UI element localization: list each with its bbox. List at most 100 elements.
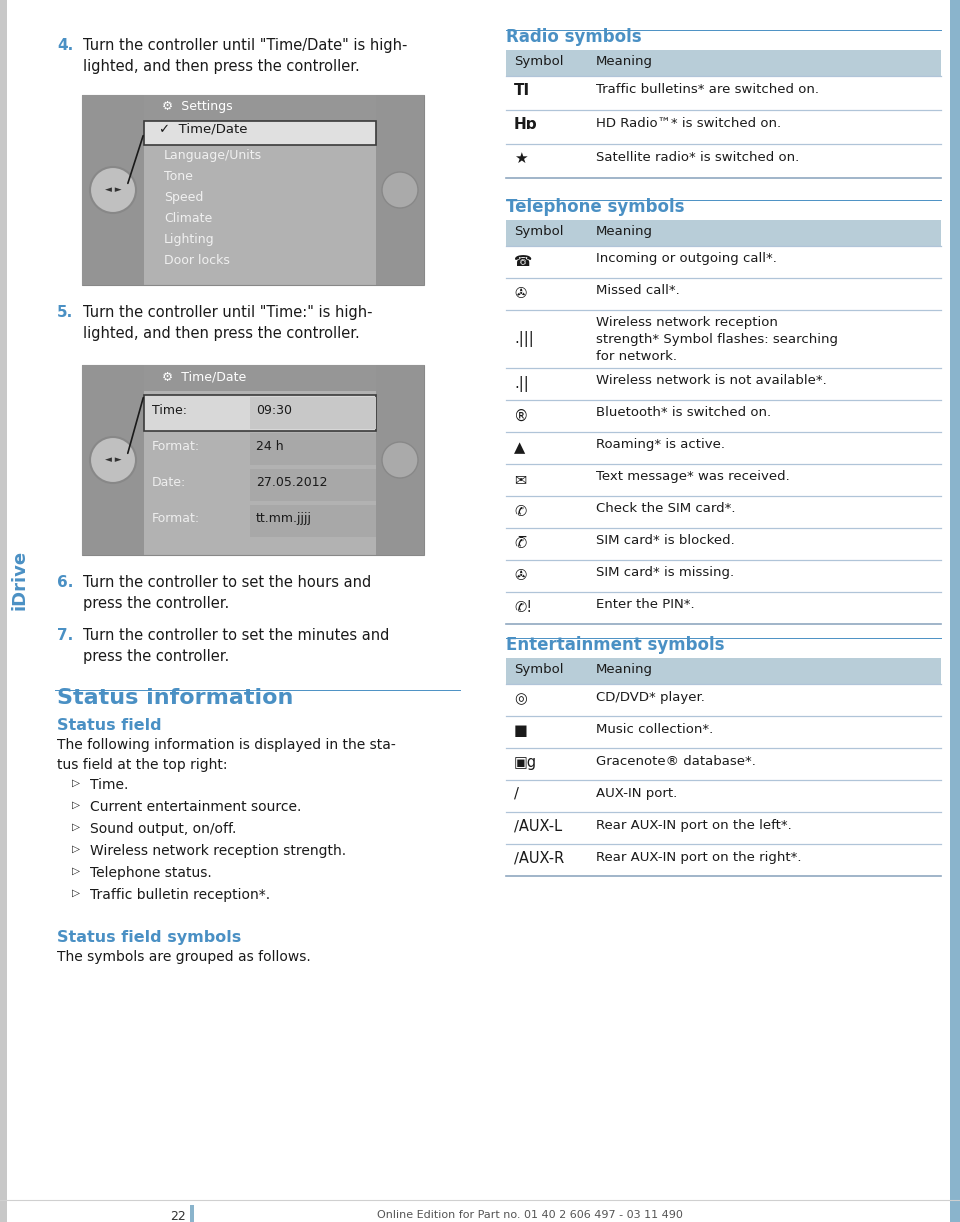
Bar [0, 0, 7, 1222]
Text: Wireless network reception
strength* Symbol flashes: searching
for network.: Wireless network reception strength* Sym… [596, 316, 838, 363]
Text: iDrive: iDrive [11, 550, 29, 610]
Text: Status field: Status field [57, 719, 161, 733]
Bar [250, 505, 376, 536]
Text: 6.: 6. [57, 576, 73, 590]
Text: Time:: Time: [152, 404, 187, 417]
Text: ✇: ✇ [514, 286, 526, 302]
Text: 7.: 7. [57, 628, 73, 643]
Text: Telephone status.: Telephone status. [90, 866, 212, 880]
Text: Online Edition for Part no. 01 40 2 606 497 - 03 11 490: Online Edition for Part no. 01 40 2 606 … [377, 1210, 683, 1220]
Text: Turn the controller until "Time:" is high-
lighted, and then press the controlle: Turn the controller until "Time:" is hig… [83, 306, 372, 341]
Text: Tone: Tone [164, 170, 193, 183]
Text: Traffic bulletin reception*.: Traffic bulletin reception*. [90, 888, 270, 902]
Text: Format:: Format: [152, 440, 200, 453]
Text: Rear AUX-IN port on the left*.: Rear AUX-IN port on the left*. [596, 819, 792, 832]
Text: Enter the PIN*.: Enter the PIN*. [596, 598, 695, 611]
Text: 24 h: 24 h [256, 440, 283, 453]
Circle shape [382, 172, 418, 208]
Text: ▷: ▷ [72, 778, 80, 788]
Text: Check the SIM card*.: Check the SIM card*. [596, 502, 735, 514]
Text: Music collection*.: Music collection*. [596, 723, 713, 736]
Bar [144, 365, 376, 391]
Text: Lighting: Lighting [164, 233, 215, 246]
Text: ◄ ►: ◄ ► [105, 186, 121, 194]
Bar [82, 95, 144, 285]
Text: 22: 22 [170, 1210, 185, 1222]
Text: Rear AUX-IN port on the right*.: Rear AUX-IN port on the right*. [596, 851, 802, 864]
Text: Status information: Status information [57, 688, 294, 708]
Text: ★: ★ [514, 152, 528, 166]
Text: Entertainment symbols: Entertainment symbols [506, 635, 725, 654]
Bar [250, 397, 376, 429]
Text: Time.: Time. [90, 778, 129, 792]
Text: AUX-IN port.: AUX-IN port. [596, 787, 677, 800]
Bar [376, 95, 424, 285]
Text: ◄ ►: ◄ ► [105, 456, 121, 464]
Text: Climate: Climate [164, 211, 212, 225]
Text: The symbols are grouped as follows.: The symbols are grouped as follows. [57, 949, 311, 964]
Bar [144, 395, 376, 431]
Text: 5.: 5. [57, 306, 73, 320]
Bar [506, 50, 941, 76]
Text: 27.05.2012: 27.05.2012 [256, 477, 327, 489]
Text: tt.mm.jjjj: tt.mm.jjjj [256, 512, 312, 525]
Text: Incoming or outgoing call*.: Incoming or outgoing call*. [596, 252, 777, 265]
Text: SIM card* is missing.: SIM card* is missing. [596, 566, 734, 579]
Text: Turn the controller to set the minutes and
press the controller.: Turn the controller to set the minutes a… [83, 628, 390, 664]
Text: ✓  Time/Date: ✓ Time/Date [159, 122, 248, 134]
Bar [82, 365, 424, 555]
Text: .|||: .||| [514, 331, 534, 347]
Text: ▷: ▷ [72, 888, 80, 898]
Bar [376, 365, 424, 555]
Bar [250, 469, 376, 501]
Text: Sound output, on/off.: Sound output, on/off. [90, 822, 236, 836]
Text: HD Radio™* is switched on.: HD Radio™* is switched on. [596, 117, 781, 130]
Text: Meaning: Meaning [596, 225, 653, 238]
Text: ✆: ✆ [514, 505, 526, 519]
Text: Date:: Date: [152, 477, 186, 489]
Bar [506, 657, 941, 684]
Text: Missed call*.: Missed call*. [596, 284, 680, 297]
Text: Symbol: Symbol [514, 225, 564, 238]
Text: ▷: ▷ [72, 866, 80, 876]
Text: ⚙  Time/Date: ⚙ Time/Date [162, 370, 247, 382]
Text: ✉: ✉ [514, 473, 526, 488]
Text: Status field symbols: Status field symbols [57, 930, 241, 945]
Text: The following information is displayed in the sta-
tus field at the top right:: The following information is displayed i… [57, 738, 396, 771]
Text: 4.: 4. [57, 38, 73, 53]
Circle shape [90, 167, 136, 213]
Text: ◎: ◎ [514, 690, 527, 706]
Text: Door locks: Door locks [164, 254, 229, 266]
Text: Symbol: Symbol [514, 55, 564, 68]
Text: ■: ■ [514, 723, 528, 738]
Text: .||: .|| [514, 376, 529, 392]
Text: ▷: ▷ [72, 844, 80, 854]
Text: Gracenote® database*.: Gracenote® database*. [596, 755, 756, 767]
Bar [82, 95, 424, 285]
Text: Traffic bulletins* are switched on.: Traffic bulletins* are switched on. [596, 83, 819, 97]
Text: Turn the controller until "Time/Date" is high-
lighted, and then press the contr: Turn the controller until "Time/Date" is… [83, 38, 407, 75]
Bar [250, 433, 376, 466]
Text: Meaning: Meaning [596, 664, 653, 676]
Text: Symbol: Symbol [514, 664, 564, 676]
Circle shape [382, 442, 418, 478]
Text: ▷: ▷ [72, 800, 80, 810]
Text: Speed: Speed [164, 191, 204, 204]
Text: Text message* was received.: Text message* was received. [596, 470, 790, 483]
Text: ∕: ∕ [514, 787, 518, 802]
Bar [190, 1205, 194, 1222]
Text: Satellite radio* is switched on.: Satellite radio* is switched on. [596, 152, 800, 164]
Text: ®: ® [514, 408, 529, 424]
Text: ☎: ☎ [514, 254, 532, 270]
Text: ▷: ▷ [72, 822, 80, 832]
Text: Wireless network reception strength.: Wireless network reception strength. [90, 844, 347, 858]
Text: Wireless network is not available*.: Wireless network is not available*. [596, 374, 827, 387]
Text: 09:30: 09:30 [256, 404, 292, 417]
Text: Roaming* is active.: Roaming* is active. [596, 437, 725, 451]
Text: Format:: Format: [152, 512, 200, 525]
Text: CD/DVD* player.: CD/DVD* player. [596, 690, 705, 704]
Text: ✆̅: ✆̅ [514, 536, 526, 551]
Circle shape [90, 437, 136, 483]
Bar [506, 220, 941, 246]
Bar [144, 121, 376, 145]
